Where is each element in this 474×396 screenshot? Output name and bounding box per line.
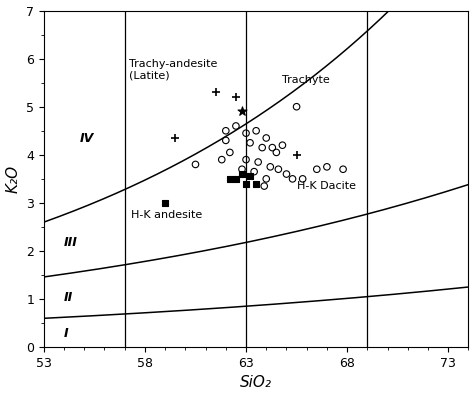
Point bbox=[238, 171, 246, 177]
Point bbox=[238, 107, 246, 114]
Point bbox=[232, 123, 240, 129]
Text: I: I bbox=[64, 327, 69, 340]
Point bbox=[313, 166, 320, 172]
Point bbox=[246, 173, 254, 180]
Point bbox=[172, 135, 179, 141]
Point bbox=[232, 94, 240, 100]
Point bbox=[242, 130, 250, 136]
Point bbox=[226, 149, 234, 156]
Point bbox=[293, 104, 301, 110]
Point bbox=[283, 171, 290, 177]
Point bbox=[293, 152, 301, 158]
Point bbox=[218, 156, 226, 163]
Point bbox=[289, 176, 296, 182]
Text: IV: IV bbox=[80, 132, 94, 145]
Point bbox=[242, 156, 250, 163]
Text: H-K andesite: H-K andesite bbox=[131, 210, 202, 220]
Point bbox=[250, 168, 258, 175]
Point bbox=[242, 181, 250, 187]
Point bbox=[279, 142, 286, 148]
Point bbox=[258, 145, 266, 151]
Point bbox=[299, 176, 306, 182]
Point bbox=[263, 135, 270, 141]
Point bbox=[273, 149, 280, 156]
Text: II: II bbox=[64, 291, 73, 304]
Point bbox=[339, 166, 347, 172]
Point bbox=[274, 166, 282, 172]
Point bbox=[222, 137, 229, 144]
Text: Trachy-andesite
(Latite): Trachy-andesite (Latite) bbox=[129, 59, 217, 80]
Point bbox=[266, 164, 274, 170]
Point bbox=[222, 128, 229, 134]
Point bbox=[246, 140, 254, 146]
Point bbox=[323, 164, 331, 170]
Point bbox=[161, 200, 169, 206]
Point bbox=[232, 176, 240, 182]
Point bbox=[212, 89, 219, 95]
Point bbox=[191, 161, 199, 168]
Text: III: III bbox=[64, 236, 78, 249]
Text: Trachyte: Trachyte bbox=[283, 76, 330, 86]
Point bbox=[252, 181, 260, 187]
Y-axis label: K₂O: K₂O bbox=[6, 165, 20, 193]
Point bbox=[269, 145, 276, 151]
X-axis label: SiO₂: SiO₂ bbox=[240, 375, 272, 390]
Point bbox=[260, 183, 268, 189]
Text: H-K Dacite: H-K Dacite bbox=[297, 181, 356, 191]
Point bbox=[238, 166, 246, 172]
Point bbox=[255, 159, 262, 165]
Point bbox=[263, 176, 270, 182]
Point bbox=[252, 128, 260, 134]
Point bbox=[226, 176, 234, 182]
